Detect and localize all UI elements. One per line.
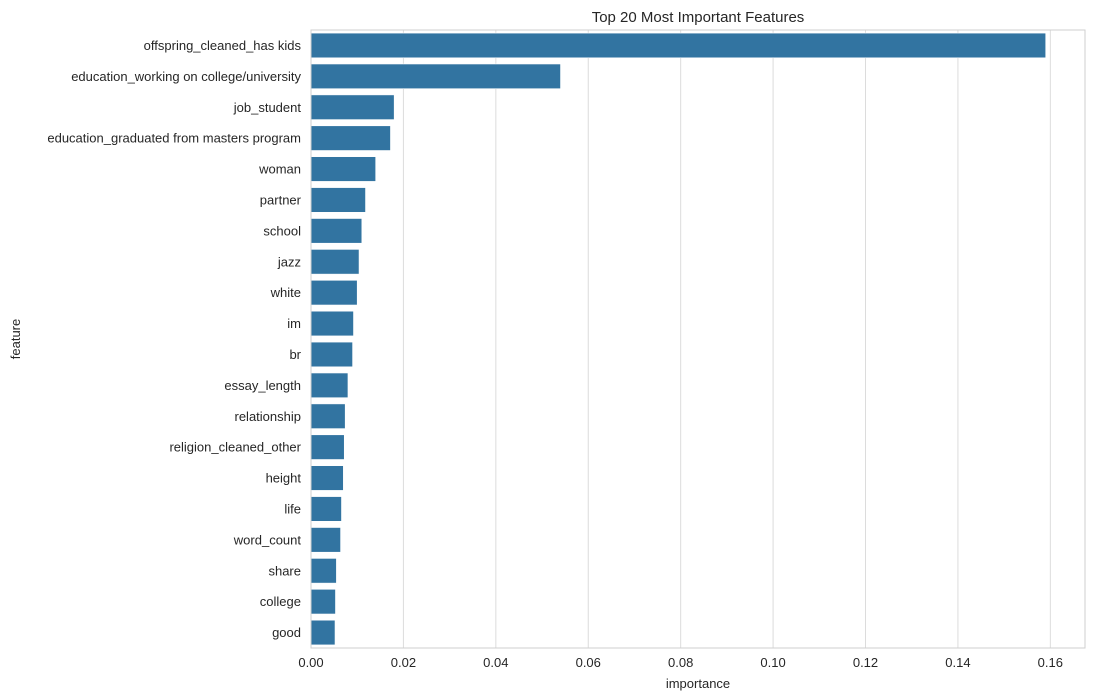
y-tick-label: br xyxy=(289,347,301,362)
bar xyxy=(310,187,366,213)
bars xyxy=(310,32,1047,646)
y-tick-label: education_graduated from masters program xyxy=(47,131,301,146)
y-tick-label: religion_cleaned_other xyxy=(169,440,301,455)
bar xyxy=(310,372,349,399)
bar xyxy=(310,279,358,306)
y-tick-label: woman xyxy=(258,162,301,177)
bar xyxy=(310,32,1047,59)
x-tick-label: 0.08 xyxy=(668,655,693,670)
y-axis-label: feature xyxy=(8,319,23,359)
chart-title: Top 20 Most Important Features xyxy=(592,9,805,26)
y-tick-label: education_working on college/university xyxy=(71,69,301,84)
bar xyxy=(310,434,345,460)
y-tick-label: school xyxy=(263,223,301,238)
x-tick-label: 0.04 xyxy=(483,655,508,670)
bar xyxy=(310,465,344,491)
bar xyxy=(310,310,354,337)
x-tick-label: 0.16 xyxy=(1038,655,1063,670)
y-tick-label: life xyxy=(284,501,301,516)
y-tick-label: word_count xyxy=(233,532,302,547)
bar xyxy=(310,403,346,429)
bar xyxy=(310,558,337,584)
bar xyxy=(310,63,561,90)
bar xyxy=(310,527,341,553)
y-tick-label: share xyxy=(268,563,301,578)
plot-frame xyxy=(310,29,1086,649)
y-tick-label: partner xyxy=(260,192,302,207)
bar xyxy=(310,249,360,275)
x-tick-label: 0.02 xyxy=(391,655,416,670)
bar xyxy=(310,496,342,522)
bar xyxy=(310,218,363,244)
y-tick-label: jazz xyxy=(277,254,301,269)
bar xyxy=(310,588,336,615)
y-tick-label: job_student xyxy=(233,100,302,115)
bar xyxy=(310,619,336,646)
y-tick-label: good xyxy=(272,625,301,640)
x-tick-labels: 0.00 0.02 0.04 0.06 0.08 0.10 0.12 0.14 0.16 xyxy=(298,655,1063,670)
y-tick-label: essay_length xyxy=(224,378,301,393)
y-tick-label: offspring_cleaned_has kids xyxy=(144,38,302,53)
bar xyxy=(310,125,391,151)
y-tick-label: im xyxy=(287,316,301,331)
y-tick-labels: offspring_cleaned_has kids education_work… xyxy=(47,38,301,640)
x-tick-label: 0.12 xyxy=(853,655,878,670)
bar xyxy=(310,341,353,368)
x-tick-label: 0.10 xyxy=(760,655,785,670)
grid-lines xyxy=(310,30,1051,648)
x-axis-label: importance xyxy=(666,676,730,691)
bar xyxy=(310,156,376,182)
x-tick-label: 0.14 xyxy=(945,655,970,670)
y-tick-label: relationship xyxy=(235,409,302,424)
x-tick-label: 0.06 xyxy=(576,655,601,670)
x-tick-label: 0.00 xyxy=(298,655,323,670)
y-tick-label: height xyxy=(266,471,302,486)
y-tick-label: white xyxy=(270,285,301,300)
y-tick-label: college xyxy=(260,594,301,609)
bar xyxy=(310,94,395,120)
